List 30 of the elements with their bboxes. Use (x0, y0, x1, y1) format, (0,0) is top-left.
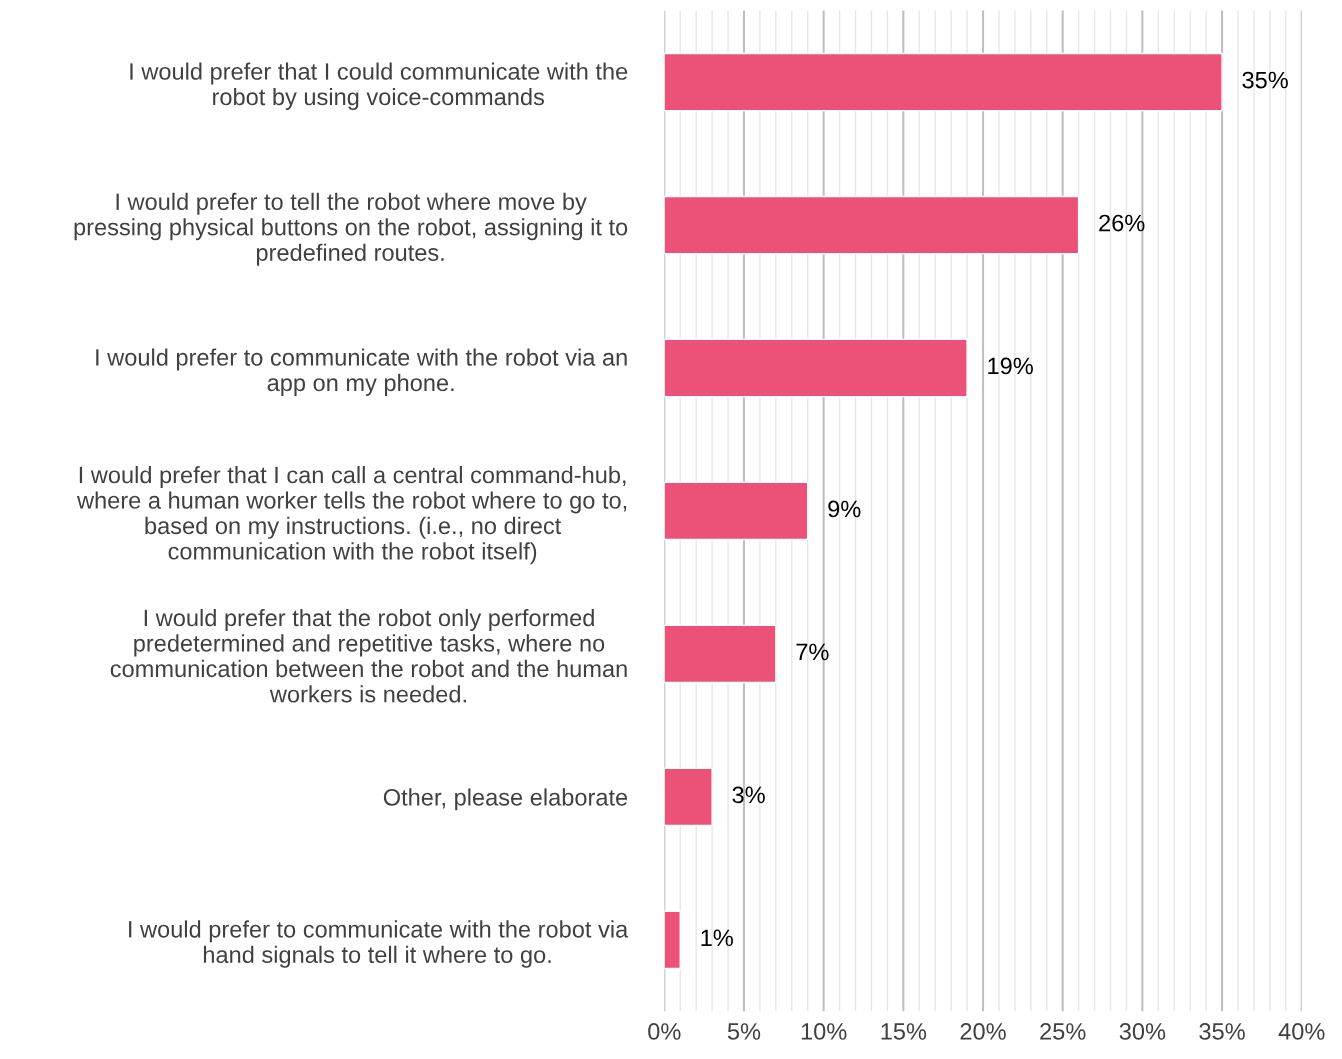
data-label: 7% (796, 643, 829, 661)
y-tick-label: I would prefer to communicate with the robot via an app on my phone. (96, 348, 627, 396)
y-tick-label: I would prefer that the robot only performed predetermined and repetitive tasks, where no communication between the robot and the human workers is needed. (110, 608, 627, 703)
bar (664, 195, 1080, 255)
x-tick-label: 40% (1278, 1023, 1325, 1040)
x-tick-label: 0% (648, 1023, 681, 1040)
data-label: 1% (701, 929, 733, 947)
bar (664, 910, 681, 970)
x-tick-label: 25% (1040, 1023, 1086, 1040)
x-tick-label: 30% (1119, 1023, 1166, 1040)
data-label: 19% (988, 357, 1033, 375)
bar (664, 767, 713, 827)
x-tick-label: 5% (727, 1023, 761, 1040)
y-tick-label: I would prefer that I can call a central command-hub, where a human worker tells the robot where to go to, based on my instructions. (i.e., no direct communication with the robot itself) (76, 465, 627, 565)
bar (664, 52, 1223, 112)
data-label: 26% (1099, 214, 1145, 232)
y-tick-label: I would prefer that I could communicate with the robot by using voice-commands (130, 62, 628, 110)
x-tick-label: 35% (1199, 1023, 1245, 1040)
y-tick-label: Other, please elaborate (383, 788, 628, 811)
bar (664, 481, 809, 541)
data-label: 3% (732, 786, 765, 804)
x-tick-label: 10% (801, 1023, 847, 1040)
bar (664, 338, 968, 398)
data-label: 35% (1242, 71, 1288, 89)
y-tick-label: I would prefer to tell the robot where move by pressing physical buttons on the robot, assigning it to predefined routes. (74, 192, 628, 266)
x-tick-label: 15% (881, 1023, 927, 1040)
x-tick-label: 20% (960, 1023, 1006, 1040)
data-label: 9% (828, 500, 861, 518)
bar (664, 624, 777, 684)
y-tick-label: I would prefer to communicate with the robot via hand signals to tell it where to go. (129, 920, 629, 968)
